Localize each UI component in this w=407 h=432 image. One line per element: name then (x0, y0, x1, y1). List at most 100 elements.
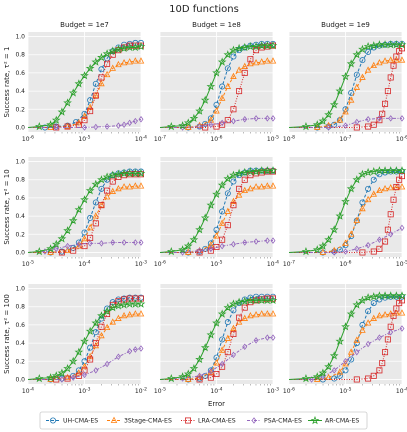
data-point (109, 318, 117, 325)
data-point (336, 372, 343, 379)
data-point (240, 167, 250, 177)
data-point (268, 295, 278, 305)
data-point (57, 368, 67, 377)
data-point (398, 309, 406, 316)
data-point (87, 240, 93, 247)
data-point (376, 236, 382, 243)
data-point (74, 79, 84, 88)
panel-r2-c3: 10-7 10-6 10-5 (283, 157, 407, 268)
data-point (336, 368, 344, 375)
data-point (224, 319, 231, 326)
data-point (98, 66, 105, 73)
legend-entry-3stage-cma-es: 3Stage-CMA-ES (107, 416, 172, 425)
data-point (46, 373, 55, 382)
data-point (235, 191, 243, 198)
data-point (229, 45, 238, 54)
data-point (81, 117, 88, 124)
data-point (258, 310, 265, 317)
legend-label: AR-CMA-ES (325, 418, 359, 425)
data-point (86, 352, 94, 360)
data-point (219, 242, 225, 250)
data-point (218, 94, 226, 101)
data-point (224, 334, 232, 341)
data-point (92, 212, 100, 219)
data-point (103, 70, 111, 78)
data-point (370, 300, 377, 307)
data-point (382, 100, 389, 107)
data-point (103, 193, 111, 200)
data-point (223, 174, 233, 183)
data-point (108, 170, 118, 179)
data-point (136, 299, 146, 308)
x-tick-label: 10-6 (283, 387, 295, 396)
data-point (53, 124, 59, 131)
data-point (195, 225, 204, 234)
series-psa-cma-es (27, 239, 144, 255)
grid (27, 32, 142, 134)
x-tick-label: 10-3 (78, 387, 90, 396)
y-tick-label: 0.2 (15, 231, 25, 238)
series-line (159, 170, 273, 253)
data-point (34, 373, 44, 383)
data-point (81, 234, 88, 242)
data-point (138, 116, 144, 123)
data-point (365, 308, 372, 315)
data-point (370, 44, 377, 51)
series-line (27, 46, 142, 128)
x-tick-label: 10-5 (154, 387, 166, 396)
y-tick-label: 0.4 (15, 340, 25, 347)
data-point (70, 372, 77, 379)
data-point (81, 362, 88, 370)
series-line (27, 241, 141, 253)
data-point (387, 168, 394, 175)
data-point (384, 226, 391, 233)
y-axis-label: Success rate, τ² = 100 (3, 294, 11, 374)
data-point (329, 351, 339, 360)
data-point (264, 182, 271, 189)
series-ar-cma-es (27, 168, 146, 256)
data-point (376, 59, 383, 66)
data-point (381, 184, 389, 192)
data-point (132, 171, 139, 178)
series-line (289, 186, 403, 253)
legend-label: LRA-CMA-ES (198, 418, 236, 425)
data-point (230, 53, 237, 60)
data-point (270, 237, 276, 244)
data-point (269, 57, 277, 64)
data-point (398, 183, 406, 190)
y-tick-label: 0.4 (15, 88, 25, 95)
y-tick-label: 0.4 (15, 213, 25, 220)
data-point (213, 243, 220, 250)
data-point (70, 247, 77, 254)
data-point (119, 300, 129, 309)
data-point (178, 245, 187, 254)
data-point (241, 69, 248, 76)
data-point (376, 311, 383, 319)
data-point (393, 56, 400, 63)
series-line (289, 296, 402, 380)
data-point (195, 354, 204, 364)
data-point (109, 187, 117, 194)
data-point (196, 376, 203, 383)
data-point (251, 166, 261, 176)
data-point (184, 375, 192, 382)
data-point (102, 49, 112, 58)
data-point (388, 231, 394, 238)
data-point (197, 372, 202, 380)
data-point (399, 115, 405, 122)
data-point (370, 176, 377, 183)
data-point (166, 121, 176, 131)
data-point (335, 211, 345, 220)
data-point (240, 296, 250, 305)
x-tick-label: 10-5 (78, 135, 90, 144)
panel-r2-c1: 0.0 0.2 0.4 0.6 0.8 1.0 10-5 10-4 10-3 Success ra… (3, 157, 147, 268)
data-point (231, 117, 236, 125)
data-point (87, 344, 94, 351)
data-point (365, 49, 372, 56)
data-point (270, 334, 276, 341)
x-tick-label: 10-5 (396, 260, 407, 269)
series-psa-cma-es (28, 116, 144, 131)
data-point (126, 171, 133, 178)
data-point (352, 50, 362, 59)
data-point (242, 343, 248, 350)
